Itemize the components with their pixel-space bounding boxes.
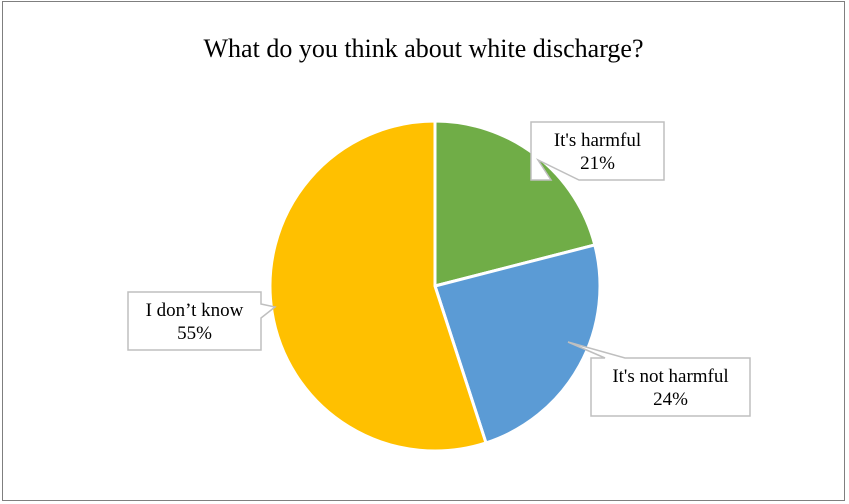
pie-slice-i-don-t-know [268, 119, 488, 453]
callout-box [567, 341, 751, 417]
slice-percent-label: 55% [177, 323, 212, 344]
chart-title: What do you think about white discharge? [203, 34, 644, 63]
slice-category-label: I don’t know [146, 300, 244, 321]
pie-slices [268, 119, 602, 453]
pie-slice-it-s-not-harmful [433, 243, 602, 445]
slice-category-label: It's harmful [554, 130, 641, 151]
slice-percent-label: 21% [580, 153, 615, 174]
callout-box [530, 121, 665, 181]
slice-percent-label: 24% [653, 389, 688, 410]
slice-category-label: It's not harmful [612, 366, 728, 387]
callout-box [127, 291, 277, 351]
